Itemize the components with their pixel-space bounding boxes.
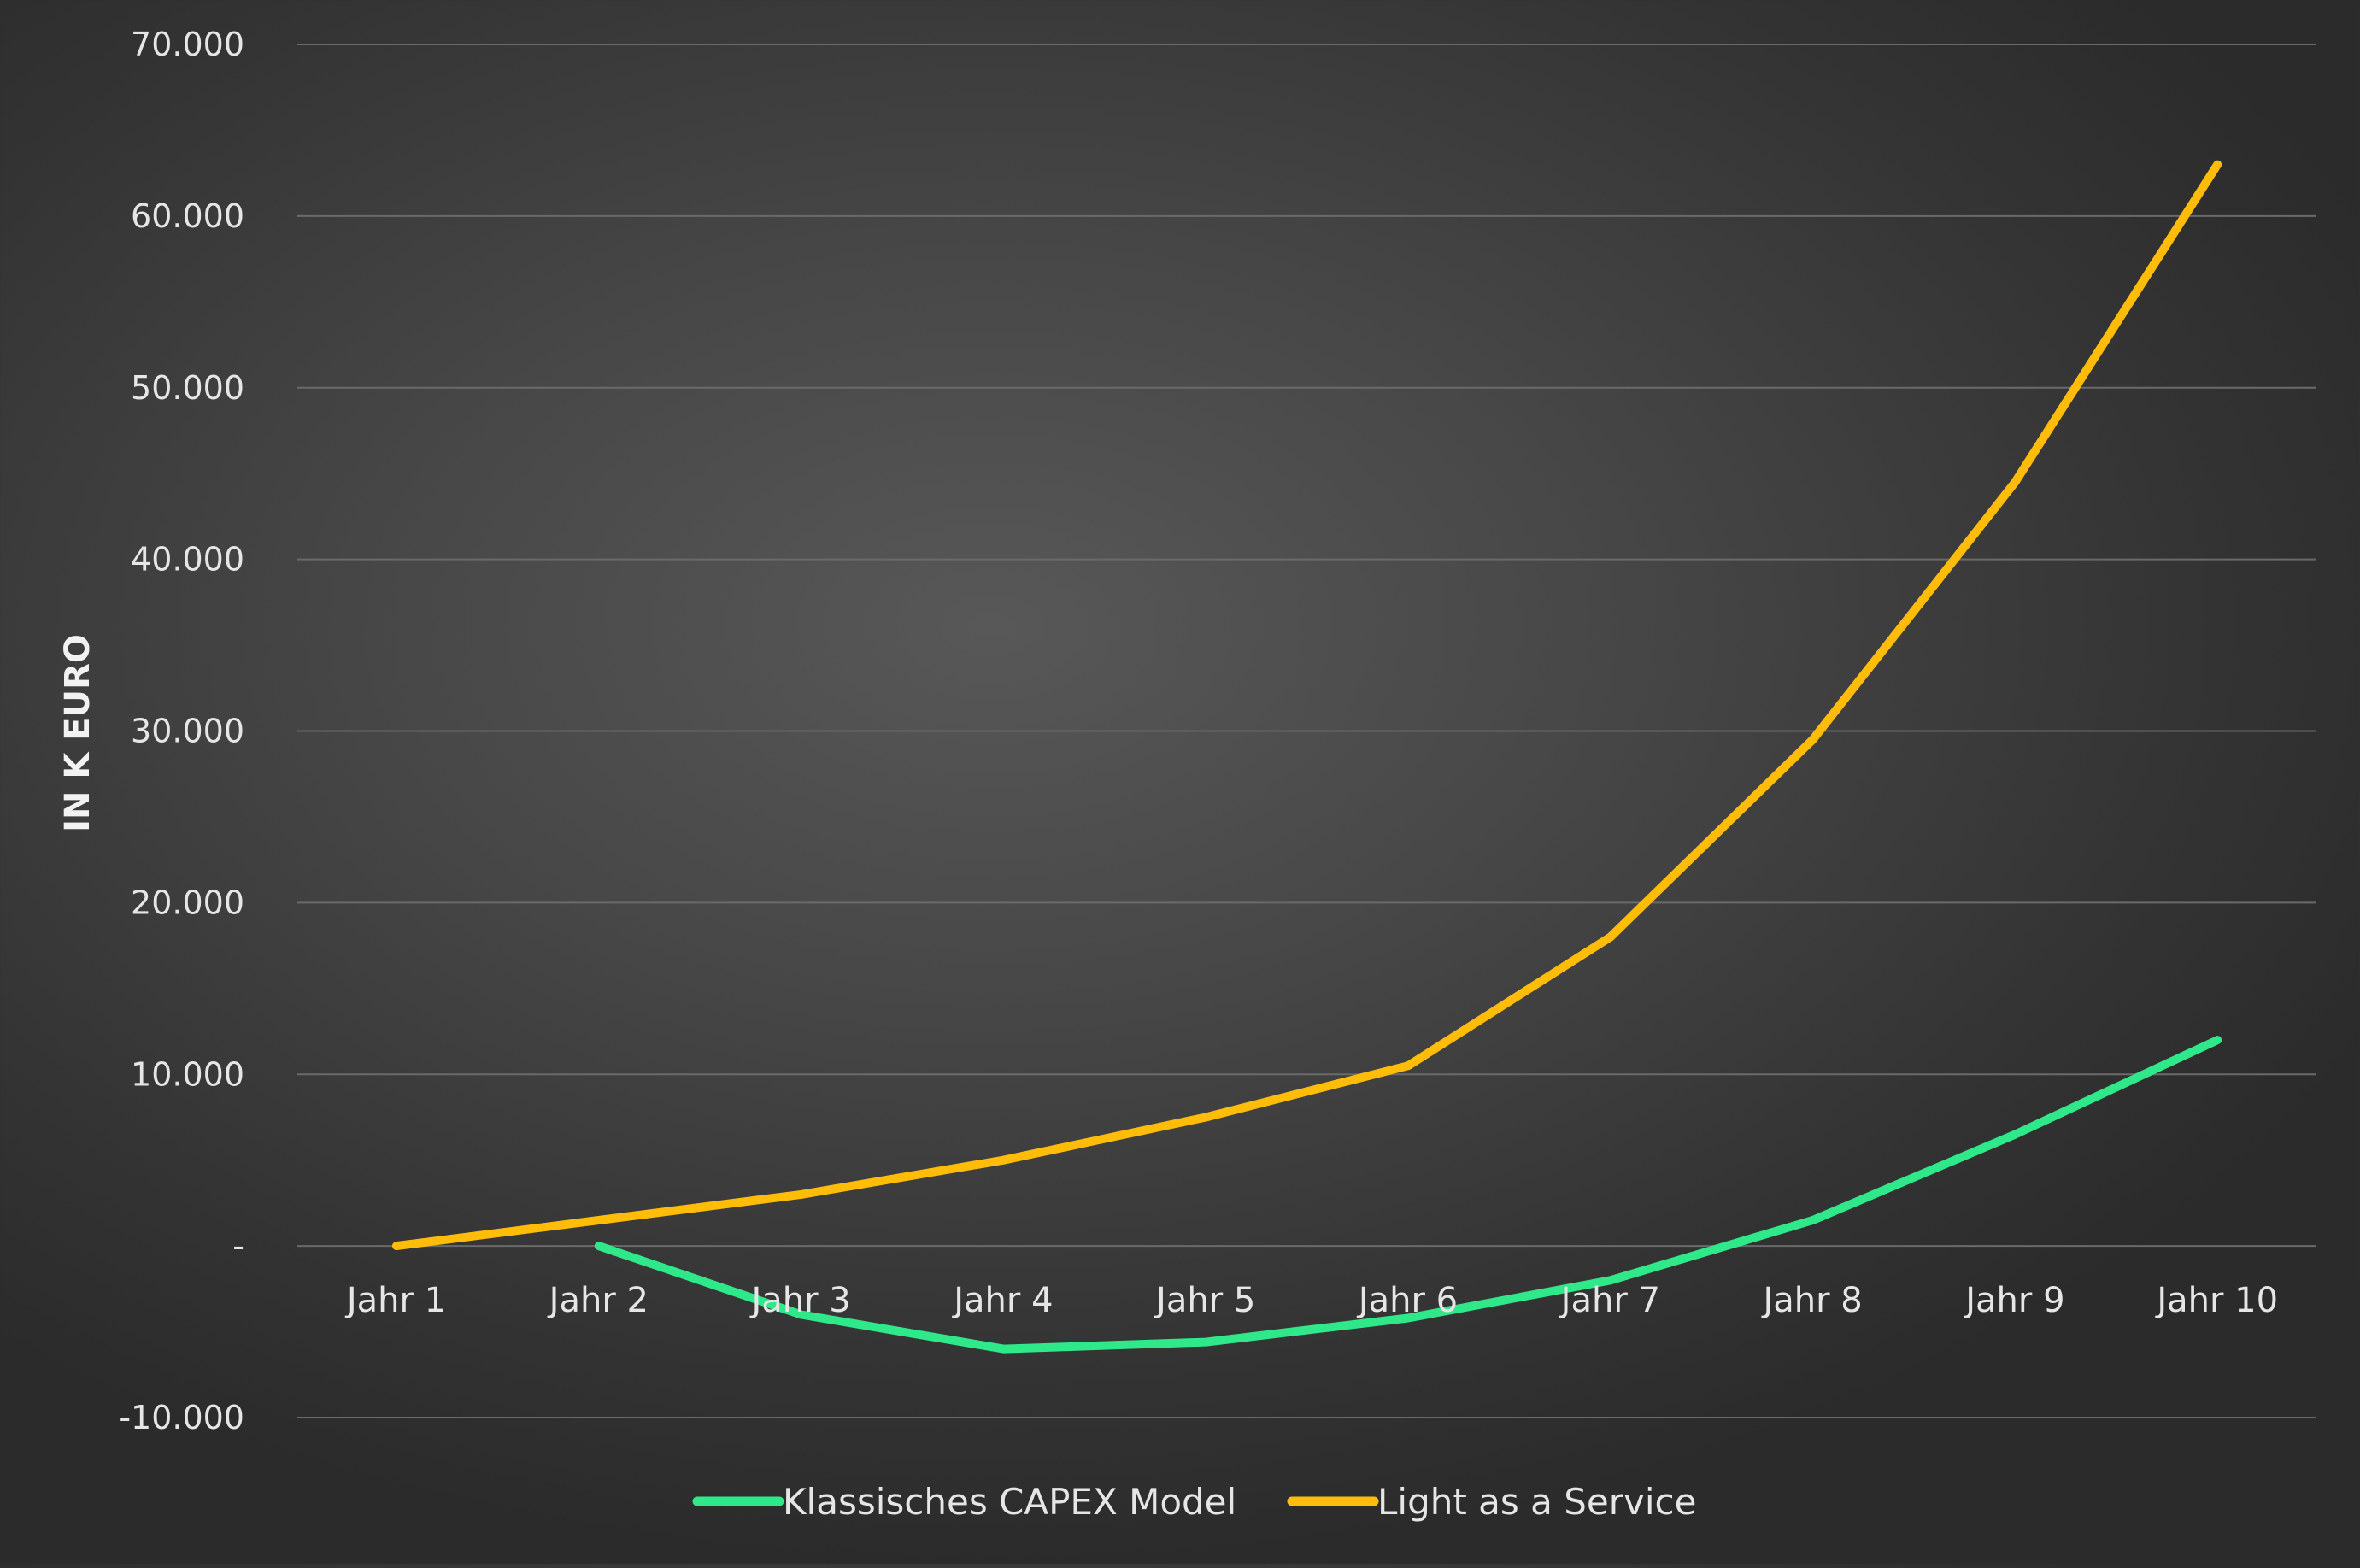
y-tick-label: 30.000 <box>131 713 244 750</box>
y-tick-label: 70.000 <box>131 26 244 63</box>
y-axis-ticks: 70.000 60.000 50.000 40.000 30.000 20.000 10.0… <box>119 26 244 1436</box>
legend-label: Klassisches CAPEX Model <box>783 1481 1236 1523</box>
y-tick-label: 10.000 <box>131 1055 244 1093</box>
x-tick-label: Jahr 8 <box>1760 1281 1862 1320</box>
y-axis-title: IN K EURO <box>58 634 97 832</box>
x-tick-label: Jahr 4 <box>951 1281 1053 1320</box>
y-tick-label: 40.000 <box>131 541 244 578</box>
x-axis-ticks: Jahr 1 Jahr 2 Jahr 3 Jahr 4 Jahr 5 Jahr 6 Jahr… <box>344 1281 2278 1320</box>
y-tick-label: -10.000 <box>119 1399 244 1436</box>
x-tick-label: Jahr 9 <box>1963 1281 2064 1320</box>
legend-label: Light as a Service <box>1377 1481 1696 1523</box>
y-tick-label: - <box>232 1227 244 1265</box>
x-tick-label: Jahr 5 <box>1154 1281 1255 1320</box>
x-tick-label: Jahr 7 <box>1559 1281 1660 1320</box>
y-tick-label: 60.000 <box>131 197 244 235</box>
series-line-1 <box>594 1036 2222 1354</box>
y-tick-label: 20.000 <box>131 884 244 921</box>
gridlines <box>297 44 2316 1418</box>
x-tick-label: Jahr 10 <box>2154 1281 2278 1320</box>
series-lines <box>392 160 2222 1354</box>
x-tick-label: Jahr 3 <box>749 1281 850 1320</box>
series-line-2 <box>392 160 2222 1251</box>
x-tick-label: Jahr 6 <box>1356 1281 1458 1320</box>
y-tick-label: 50.000 <box>131 369 244 407</box>
x-tick-label: Jahr 1 <box>344 1281 446 1320</box>
x-tick-label: Jahr 2 <box>547 1281 649 1320</box>
legend: Klassisches CAPEX Model Light as a Servic… <box>692 1481 1696 1523</box>
